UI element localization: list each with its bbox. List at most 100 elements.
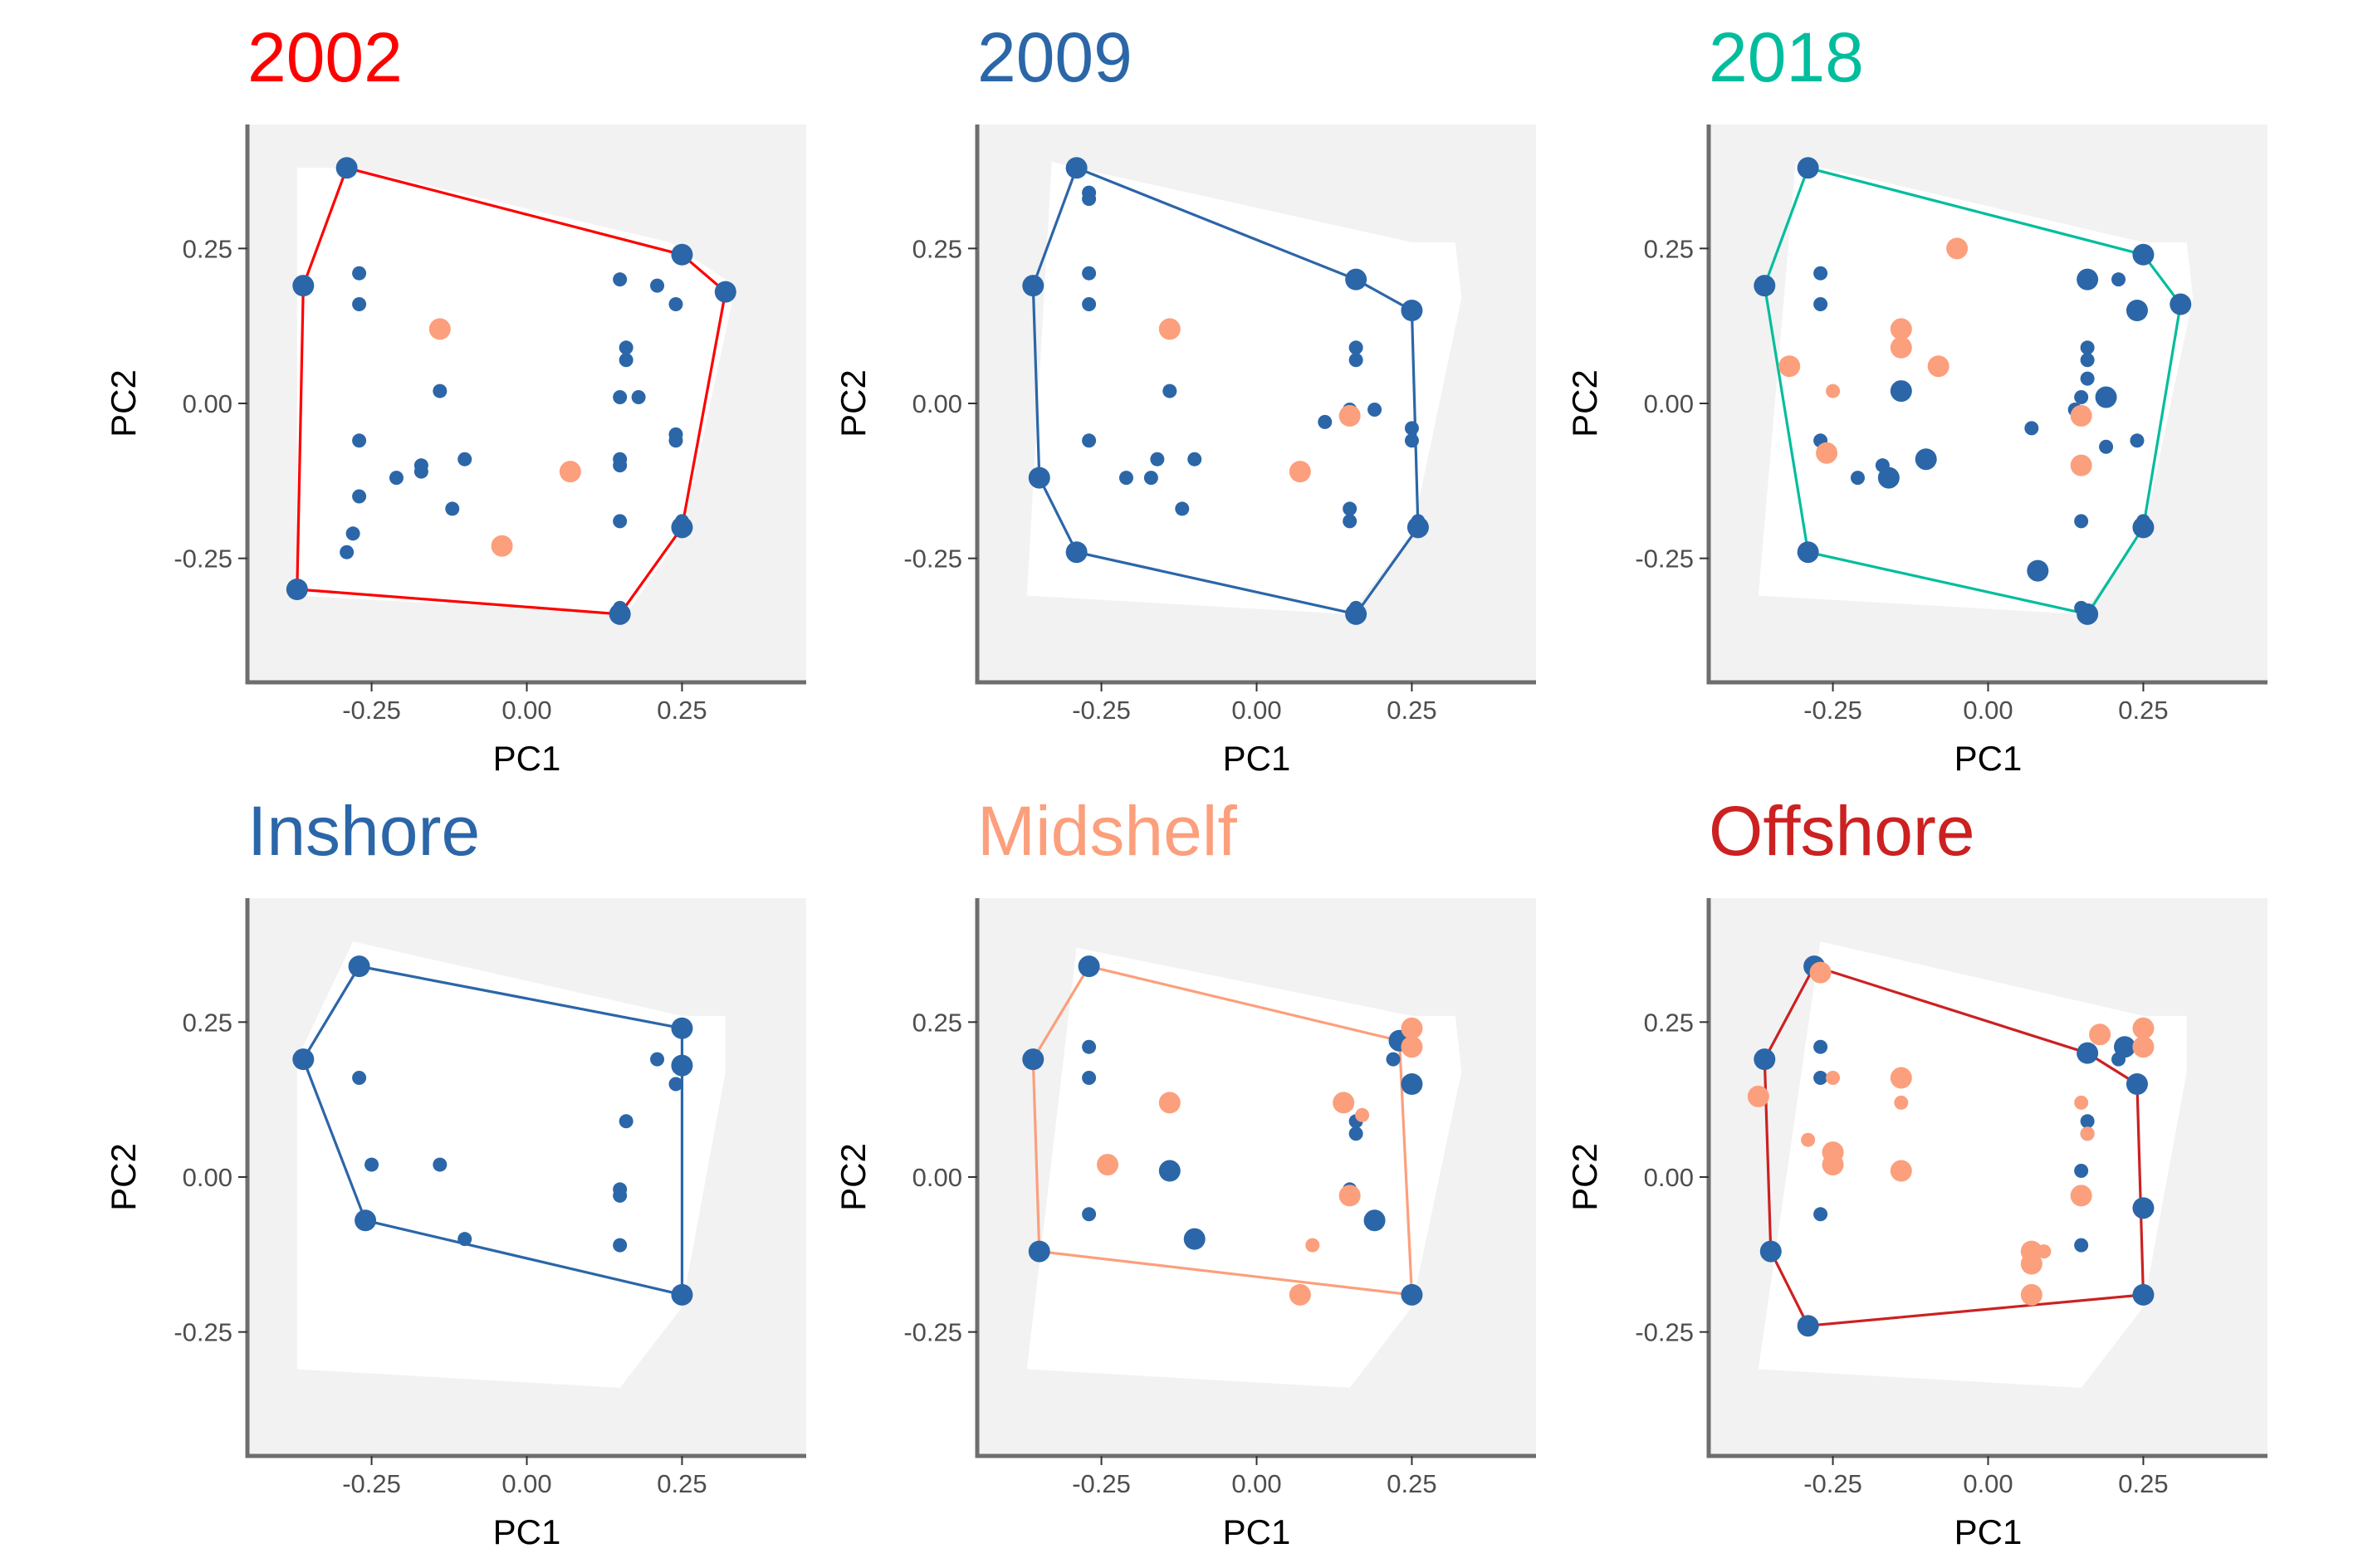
data-point	[433, 383, 448, 398]
panel-3: Inshore -0.25 0.00 0.25 -0.25 0.00 0.25 PC1 PC2	[104, 792, 806, 1551]
data-point	[1162, 383, 1177, 398]
background-hull	[296, 941, 726, 1388]
data-point	[292, 275, 315, 297]
panel-title: Offshore	[1709, 792, 1975, 870]
data-point	[2074, 1164, 2089, 1179]
data-point	[2080, 1114, 2095, 1129]
data-point	[650, 278, 665, 293]
x-axis-label: PC1	[1223, 739, 1291, 778]
data-point	[2077, 268, 2099, 291]
data-point	[2170, 293, 2192, 315]
data-point	[355, 1209, 377, 1232]
data-point	[340, 545, 355, 559]
x-tick-label: 0.00	[1963, 1469, 2013, 1498]
x-axis-label: PC1	[493, 739, 561, 778]
data-point	[1289, 461, 1311, 483]
data-point	[491, 535, 513, 557]
data-point	[2070, 454, 2092, 476]
panel-2: 2018 -0.25 0.00 0.25 -0.25 0.00 0.25 PC1 PC2	[1565, 18, 2267, 778]
data-point	[1082, 433, 1097, 448]
data-point	[1028, 1240, 1050, 1263]
data-point	[1158, 318, 1181, 340]
data-point	[1082, 192, 1097, 207]
data-point	[1355, 1107, 1370, 1122]
y-tick-label: -0.25	[174, 545, 232, 574]
convex-hull	[301, 965, 684, 1297]
y-tick-label: 0.25	[912, 1008, 962, 1037]
data-point	[2080, 1126, 2095, 1141]
data-point	[1150, 452, 1165, 466]
data-point	[1065, 157, 1088, 179]
data-point	[2099, 439, 2114, 454]
y-tick-label: 0.25	[183, 1008, 232, 1037]
data-point	[2027, 559, 2049, 582]
data-point	[671, 243, 693, 266]
data-point	[1813, 266, 1828, 281]
x-tick-label: 0.25	[657, 1469, 707, 1498]
y-tick-label: 0.00	[1644, 389, 1694, 418]
x-axis-label: PC1	[1954, 739, 2023, 778]
panel-title: 2009	[977, 18, 1132, 96]
data-point	[1401, 300, 1423, 321]
y-axis-label: PC2	[104, 1143, 143, 1211]
x-tick-label: -0.25	[342, 696, 401, 725]
data-point	[613, 458, 628, 473]
data-point	[1065, 541, 1088, 564]
y-tick-label: 0.00	[912, 389, 962, 418]
data-point	[1406, 516, 1429, 539]
data-point	[559, 461, 581, 483]
data-point	[1813, 1039, 1828, 1054]
data-point	[668, 433, 683, 448]
data-point	[1187, 452, 1202, 466]
data-point	[1809, 961, 1832, 984]
data-point	[2130, 433, 2145, 448]
y-tick-label: -0.25	[1635, 1318, 1694, 1347]
data-point	[1826, 1071, 1841, 1086]
data-point	[619, 353, 634, 368]
data-point	[2089, 1023, 2111, 1046]
x-tick-label: 0.25	[1387, 696, 1436, 725]
x-tick-label: 0.00	[1963, 696, 2013, 725]
series-0	[1022, 157, 1429, 625]
data-point	[2080, 340, 2095, 355]
panel-title: Inshore	[247, 792, 480, 870]
data-point	[1343, 514, 1358, 529]
x-tick-label: 0.00	[501, 1469, 551, 1498]
data-point	[1813, 1207, 1828, 1222]
data-point	[389, 471, 404, 486]
data-point	[671, 1054, 693, 1077]
data-point	[1082, 1039, 1097, 1054]
x-tick-label: -0.25	[1803, 696, 1862, 725]
data-point	[613, 272, 628, 287]
data-point	[1338, 1185, 1361, 1207]
data-point	[1915, 448, 1937, 471]
y-tick-label: -0.25	[903, 1318, 962, 1347]
x-tick-label: 0.25	[2118, 696, 2168, 725]
data-point	[1747, 1085, 1769, 1107]
data-point	[1822, 1154, 1844, 1176]
data-point	[1345, 603, 1367, 625]
y-tick-label: 0.25	[912, 234, 962, 263]
data-point	[1158, 1160, 1181, 1182]
data-point	[1890, 318, 1912, 340]
data-point	[2037, 1244, 2052, 1259]
data-point	[2074, 1095, 2089, 1110]
data-point	[1894, 1095, 1909, 1110]
data-point	[1183, 1228, 1206, 1250]
data-point	[671, 1283, 693, 1306]
y-axis-label: PC2	[104, 369, 143, 437]
data-point	[2024, 421, 2039, 436]
data-point	[1401, 1017, 1423, 1039]
data-point	[613, 390, 628, 405]
data-point	[345, 526, 360, 541]
y-tick-label: 0.25	[183, 234, 232, 263]
data-point	[650, 1052, 665, 1067]
x-tick-label: 0.00	[1231, 1469, 1281, 1498]
data-point	[1343, 501, 1358, 516]
data-point	[1927, 355, 1949, 378]
data-point	[1022, 275, 1044, 297]
data-point	[428, 318, 451, 340]
panel-5: Offshore -0.25 0.00 0.25 -0.25 0.00 0.25 PC1 PC2	[1565, 792, 2267, 1551]
background-hull	[1026, 947, 1462, 1388]
data-point	[1022, 1048, 1044, 1071]
